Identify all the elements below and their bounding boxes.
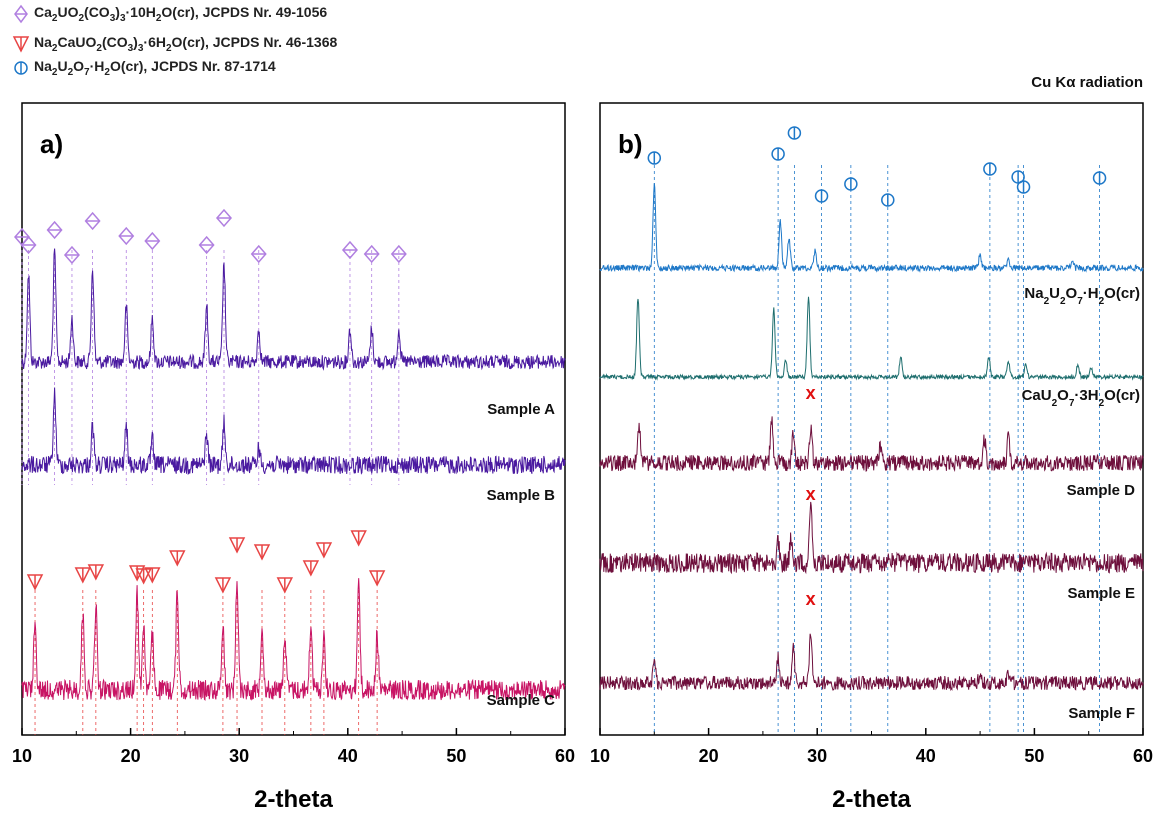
x-axis-title: 2-theta [254, 786, 333, 812]
impurity-x-mark: x [806, 484, 816, 504]
label-text: O(cr) [1104, 285, 1140, 302]
diamond-marker [63, 245, 80, 265]
label-text: U [1049, 285, 1060, 302]
label-text: Sample E [1067, 585, 1135, 602]
x-axis-title: 2-theta [832, 786, 911, 812]
x-tick-label: 50 [1024, 746, 1044, 766]
pattern-trace [599, 296, 1144, 381]
pattern-trace [599, 183, 1144, 273]
diamond-marker [84, 211, 101, 231]
x-tick-label: 30 [229, 746, 249, 766]
subscript: 2 [1099, 296, 1105, 307]
series-label: Sample C [487, 692, 556, 709]
x-tick-label: 20 [121, 746, 141, 766]
legend-item-diamond: Ca2UO2(CO3)3·10H2O(cr), JCPDS Nr. 49-105… [8, 4, 327, 24]
label-text: O [1057, 387, 1069, 404]
impurity-x-mark: x [806, 589, 816, 609]
label-text: CaU [1022, 387, 1052, 404]
diamond-marker [46, 220, 63, 240]
pattern-trace [21, 387, 566, 476]
label-text: H [1088, 387, 1099, 404]
x-tick-label: 60 [1133, 746, 1153, 766]
pattern-trace [21, 248, 566, 371]
panel-label: a) [40, 129, 63, 159]
triangle-icon [12, 36, 30, 53]
plot-frame [599, 102, 1144, 736]
x-tick-label: 60 [555, 746, 575, 766]
subscript: 7 [1069, 398, 1075, 409]
diamond-marker [118, 226, 135, 246]
series-label: CaU2O7·3H2O(cr) [1022, 387, 1140, 409]
subscript: 2 [1052, 398, 1058, 409]
label-text: Na [1024, 285, 1044, 302]
diamond-marker [250, 244, 267, 264]
radiation-label: Cu Kα radiation [1031, 74, 1143, 91]
diamond-marker [390, 244, 407, 264]
subscript: 7 [1077, 296, 1083, 307]
circle-icon [14, 61, 28, 75]
label-text: · [1074, 387, 1079, 404]
diamond-marker [20, 235, 37, 255]
label-text: Sample D [1067, 482, 1136, 499]
label-text: 3 [1079, 387, 1087, 404]
diamond-marker [198, 235, 215, 255]
diamond-marker [341, 240, 358, 260]
pattern-trace [21, 578, 566, 701]
legend-item-triangle: Na2CaUO2(CO3)3·6H2O(cr), JCPDS Nr. 46-13… [8, 34, 337, 54]
legend-label-circle: Na2U2O7·H2O(cr), JCPDS Nr. 87-1714 [34, 58, 276, 78]
plot-frame [21, 102, 566, 736]
diamond-icon [14, 4, 28, 24]
series-label: Sample D [1067, 482, 1136, 499]
diamond-marker [144, 231, 161, 251]
subscript: 2 [1099, 398, 1105, 409]
pattern-trace [599, 416, 1144, 472]
label-text: ·H [1083, 285, 1099, 302]
subscript: 2 [1060, 296, 1066, 307]
panel-label: b) [618, 129, 643, 159]
label-text: Sample F [1068, 705, 1135, 722]
label-text: O [1066, 285, 1078, 302]
series-label: Na2U2O7·H2O(cr) [1024, 285, 1140, 307]
legend-label-triangle: Na2CaUO2(CO3)3·6H2O(cr), JCPDS Nr. 46-13… [34, 34, 338, 54]
label-text: O(cr) [1104, 387, 1140, 404]
diamond-marker [215, 208, 232, 228]
legend-label-diamond: Ca2UO2(CO3)3·10H2O(cr), JCPDS Nr. 49-105… [34, 4, 328, 24]
pattern-trace [599, 501, 1144, 575]
impurity-x-mark: x [806, 383, 816, 403]
legend-item-circle: Na2U2O7·H2O(cr), JCPDS Nr. 87-1714 [8, 58, 276, 78]
series-label: Sample E [1067, 585, 1135, 602]
x-tick-label: 40 [338, 746, 358, 766]
series-label: Sample F [1068, 705, 1135, 722]
x-tick-label: 40 [916, 746, 936, 766]
x-tick-label: 10 [12, 746, 32, 766]
x-tick-label: 20 [699, 746, 719, 766]
x-tick-label: 10 [590, 746, 610, 766]
diamond-marker [363, 244, 380, 264]
x-tick-label: 50 [446, 746, 466, 766]
series-label: Sample A [487, 401, 555, 418]
pattern-trace [599, 633, 1144, 692]
series-label: Sample B [487, 487, 556, 504]
subscript: 2 [1044, 296, 1050, 307]
x-tick-label: 30 [807, 746, 827, 766]
